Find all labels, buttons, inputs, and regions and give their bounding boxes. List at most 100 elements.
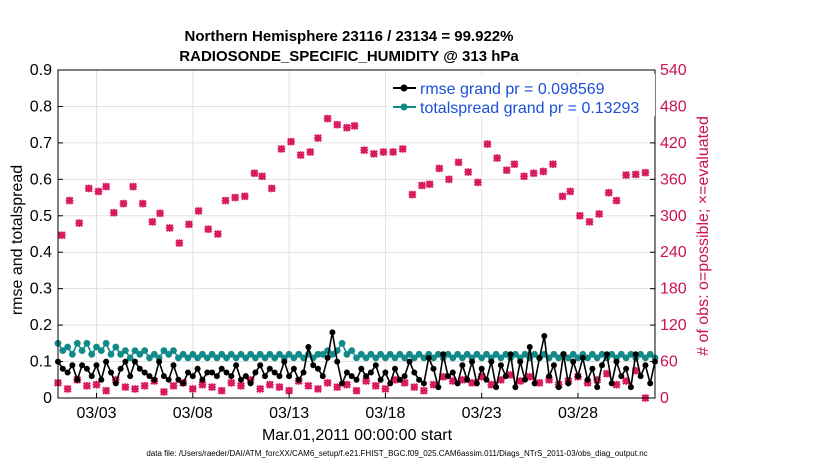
obs-low-point	[169, 381, 178, 391]
rmse-point	[141, 369, 148, 376]
rmse-point	[334, 358, 341, 365]
rmse-point	[189, 373, 196, 380]
tick-label-left: 0.5	[30, 208, 52, 225]
rmse-point	[64, 369, 71, 376]
totalspread-point	[223, 354, 230, 362]
totalspread-point	[430, 354, 437, 362]
obs-high-point	[257, 172, 267, 181]
totalspread-point	[622, 354, 630, 362]
obs-high-point	[175, 238, 184, 248]
legend: rmse grand pr = 0.098569 totalspread gra…	[389, 74, 655, 117]
rmse-point	[570, 358, 577, 365]
obs-high-point	[435, 164, 444, 173]
totalspread-point	[564, 354, 572, 362]
totalspread-point	[136, 350, 144, 358]
rmse-point	[262, 373, 268, 380]
right-axis-ticks: 0 60 120 180 240 300 360 420 480 540	[650, 62, 687, 407]
totalspread-point	[401, 354, 408, 362]
obs-high-point	[641, 168, 650, 177]
rmse-point	[88, 373, 95, 380]
rmse-point	[594, 384, 601, 391]
obs-low-point	[323, 378, 332, 388]
rmse-point	[209, 369, 216, 376]
totalspread-point	[444, 350, 452, 358]
totalspread-point	[73, 339, 81, 347]
obs-low-point	[361, 376, 371, 386]
totalspread-point	[218, 350, 226, 358]
totalspread-point	[338, 339, 346, 347]
obs-low-point	[236, 381, 246, 391]
chart-title-line1: Northern Hemisphere 23116 / 23134 = 99.9…	[185, 28, 514, 45]
obs-high-point	[473, 178, 483, 187]
tick-label-right: 540	[660, 62, 687, 79]
tick-label-right: 240	[660, 244, 687, 261]
rmse-point	[300, 369, 307, 376]
obs-low-point	[410, 382, 419, 392]
rmse-point	[430, 365, 437, 372]
obs-high-point	[444, 175, 454, 184]
obs-high-point	[585, 217, 594, 227]
plot-frame	[57, 69, 656, 399]
totalspread-point	[627, 350, 635, 358]
totalspread-point	[69, 350, 76, 358]
obs-high-point	[194, 206, 203, 216]
totalspread-point	[150, 350, 158, 358]
rmse-point	[541, 333, 548, 339]
totalspread-point	[237, 350, 245, 358]
tick-label-x: 03/13	[269, 405, 309, 422]
rmse-point	[565, 380, 572, 387]
obs-low-point	[92, 380, 101, 389]
obs-high-point	[296, 150, 305, 160]
rmse-point	[353, 376, 360, 383]
y-axis-label-left: rmse and totalspread	[9, 165, 26, 315]
rmse-point	[459, 362, 466, 369]
rmse-point	[623, 365, 630, 372]
tick-label-left: 0	[43, 390, 52, 407]
obs-high-point	[138, 199, 147, 208]
obs-high-point	[502, 166, 511, 175]
rmse-point	[286, 373, 293, 380]
obs-high-point	[492, 153, 502, 163]
obs-high-point	[119, 199, 128, 208]
rmse-point	[271, 369, 278, 376]
totalspread-point	[261, 354, 269, 362]
tick-label-right: 360	[660, 171, 687, 188]
totalspread-point	[646, 350, 654, 358]
totalspread-point	[343, 350, 351, 358]
rmse-point	[199, 376, 206, 383]
totalspread-point	[574, 354, 582, 362]
obs-low-point	[381, 384, 390, 394]
obs-low-point	[101, 386, 111, 395]
rmse-point	[238, 376, 244, 383]
totalspread-point	[189, 350, 197, 358]
totalspread-point	[102, 339, 110, 347]
tick-label-right: 120	[660, 317, 687, 334]
rmse-point	[632, 351, 639, 358]
obs-high-point	[510, 159, 519, 169]
rmse-point	[74, 376, 81, 383]
x-axis-ticks: 03/03 03/08 03/13 03/18 03/23 03/28	[76, 393, 598, 422]
rmse-point	[276, 373, 283, 380]
tick-label-right: 60	[660, 354, 678, 371]
totalspread-point	[391, 354, 399, 362]
rmse-point	[160, 373, 167, 380]
tick-label-right: 480	[660, 98, 687, 115]
obs-low-point	[82, 381, 92, 391]
rmse-point	[560, 351, 567, 358]
totalspread-point	[285, 350, 293, 358]
rmse-point	[647, 380, 654, 387]
totalspread-point	[410, 354, 418, 362]
rmse-point	[79, 362, 86, 369]
obs-high-point	[213, 229, 223, 239]
obs-low-point	[535, 378, 544, 388]
totalspread-point	[97, 347, 105, 354]
totalspread-point	[478, 354, 486, 362]
obs-high-point	[558, 192, 567, 201]
rmse-point	[175, 376, 182, 383]
rmse-point	[218, 365, 225, 372]
totalspread-point	[608, 350, 616, 358]
rmse-point	[103, 358, 110, 365]
totalspread-point	[531, 350, 538, 358]
obs-high-point	[398, 144, 407, 154]
